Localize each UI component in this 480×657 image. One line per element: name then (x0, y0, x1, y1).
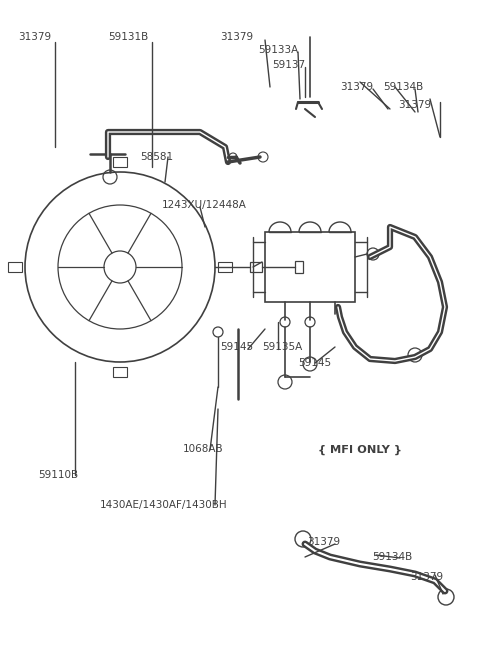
Text: 59137: 59137 (272, 60, 305, 70)
Text: 59134B: 59134B (383, 82, 423, 92)
Text: 59131B: 59131B (108, 32, 148, 42)
Text: 31379: 31379 (340, 82, 373, 92)
Text: 59145: 59145 (220, 342, 253, 352)
Text: { MFI ONLY }: { MFI ONLY } (318, 445, 402, 455)
Text: 31379: 31379 (220, 32, 253, 42)
Text: 31379: 31379 (410, 572, 443, 582)
Text: 1068AB: 1068AB (183, 444, 224, 454)
Text: 58581: 58581 (140, 152, 173, 162)
Bar (265, 232, 355, 302)
Bar (250, 262, 262, 272)
Text: 31379: 31379 (398, 100, 431, 110)
Text: 59134B: 59134B (372, 552, 412, 562)
Text: 59135A: 59135A (262, 342, 302, 352)
Bar (295, 261, 303, 273)
Text: 59145: 59145 (298, 358, 331, 368)
Text: 1430AE/1430AF/1430BH: 1430AE/1430AF/1430BH (100, 500, 228, 510)
Text: 31379: 31379 (18, 32, 51, 42)
Text: 59110B: 59110B (38, 470, 78, 480)
Text: 59133A: 59133A (258, 45, 298, 55)
Bar (8, 262, 22, 272)
Text: 1243XU/12448A: 1243XU/12448A (162, 200, 247, 210)
Bar (113, 157, 127, 167)
Text: 31379: 31379 (307, 537, 340, 547)
Bar (218, 262, 232, 272)
Bar (113, 367, 127, 377)
